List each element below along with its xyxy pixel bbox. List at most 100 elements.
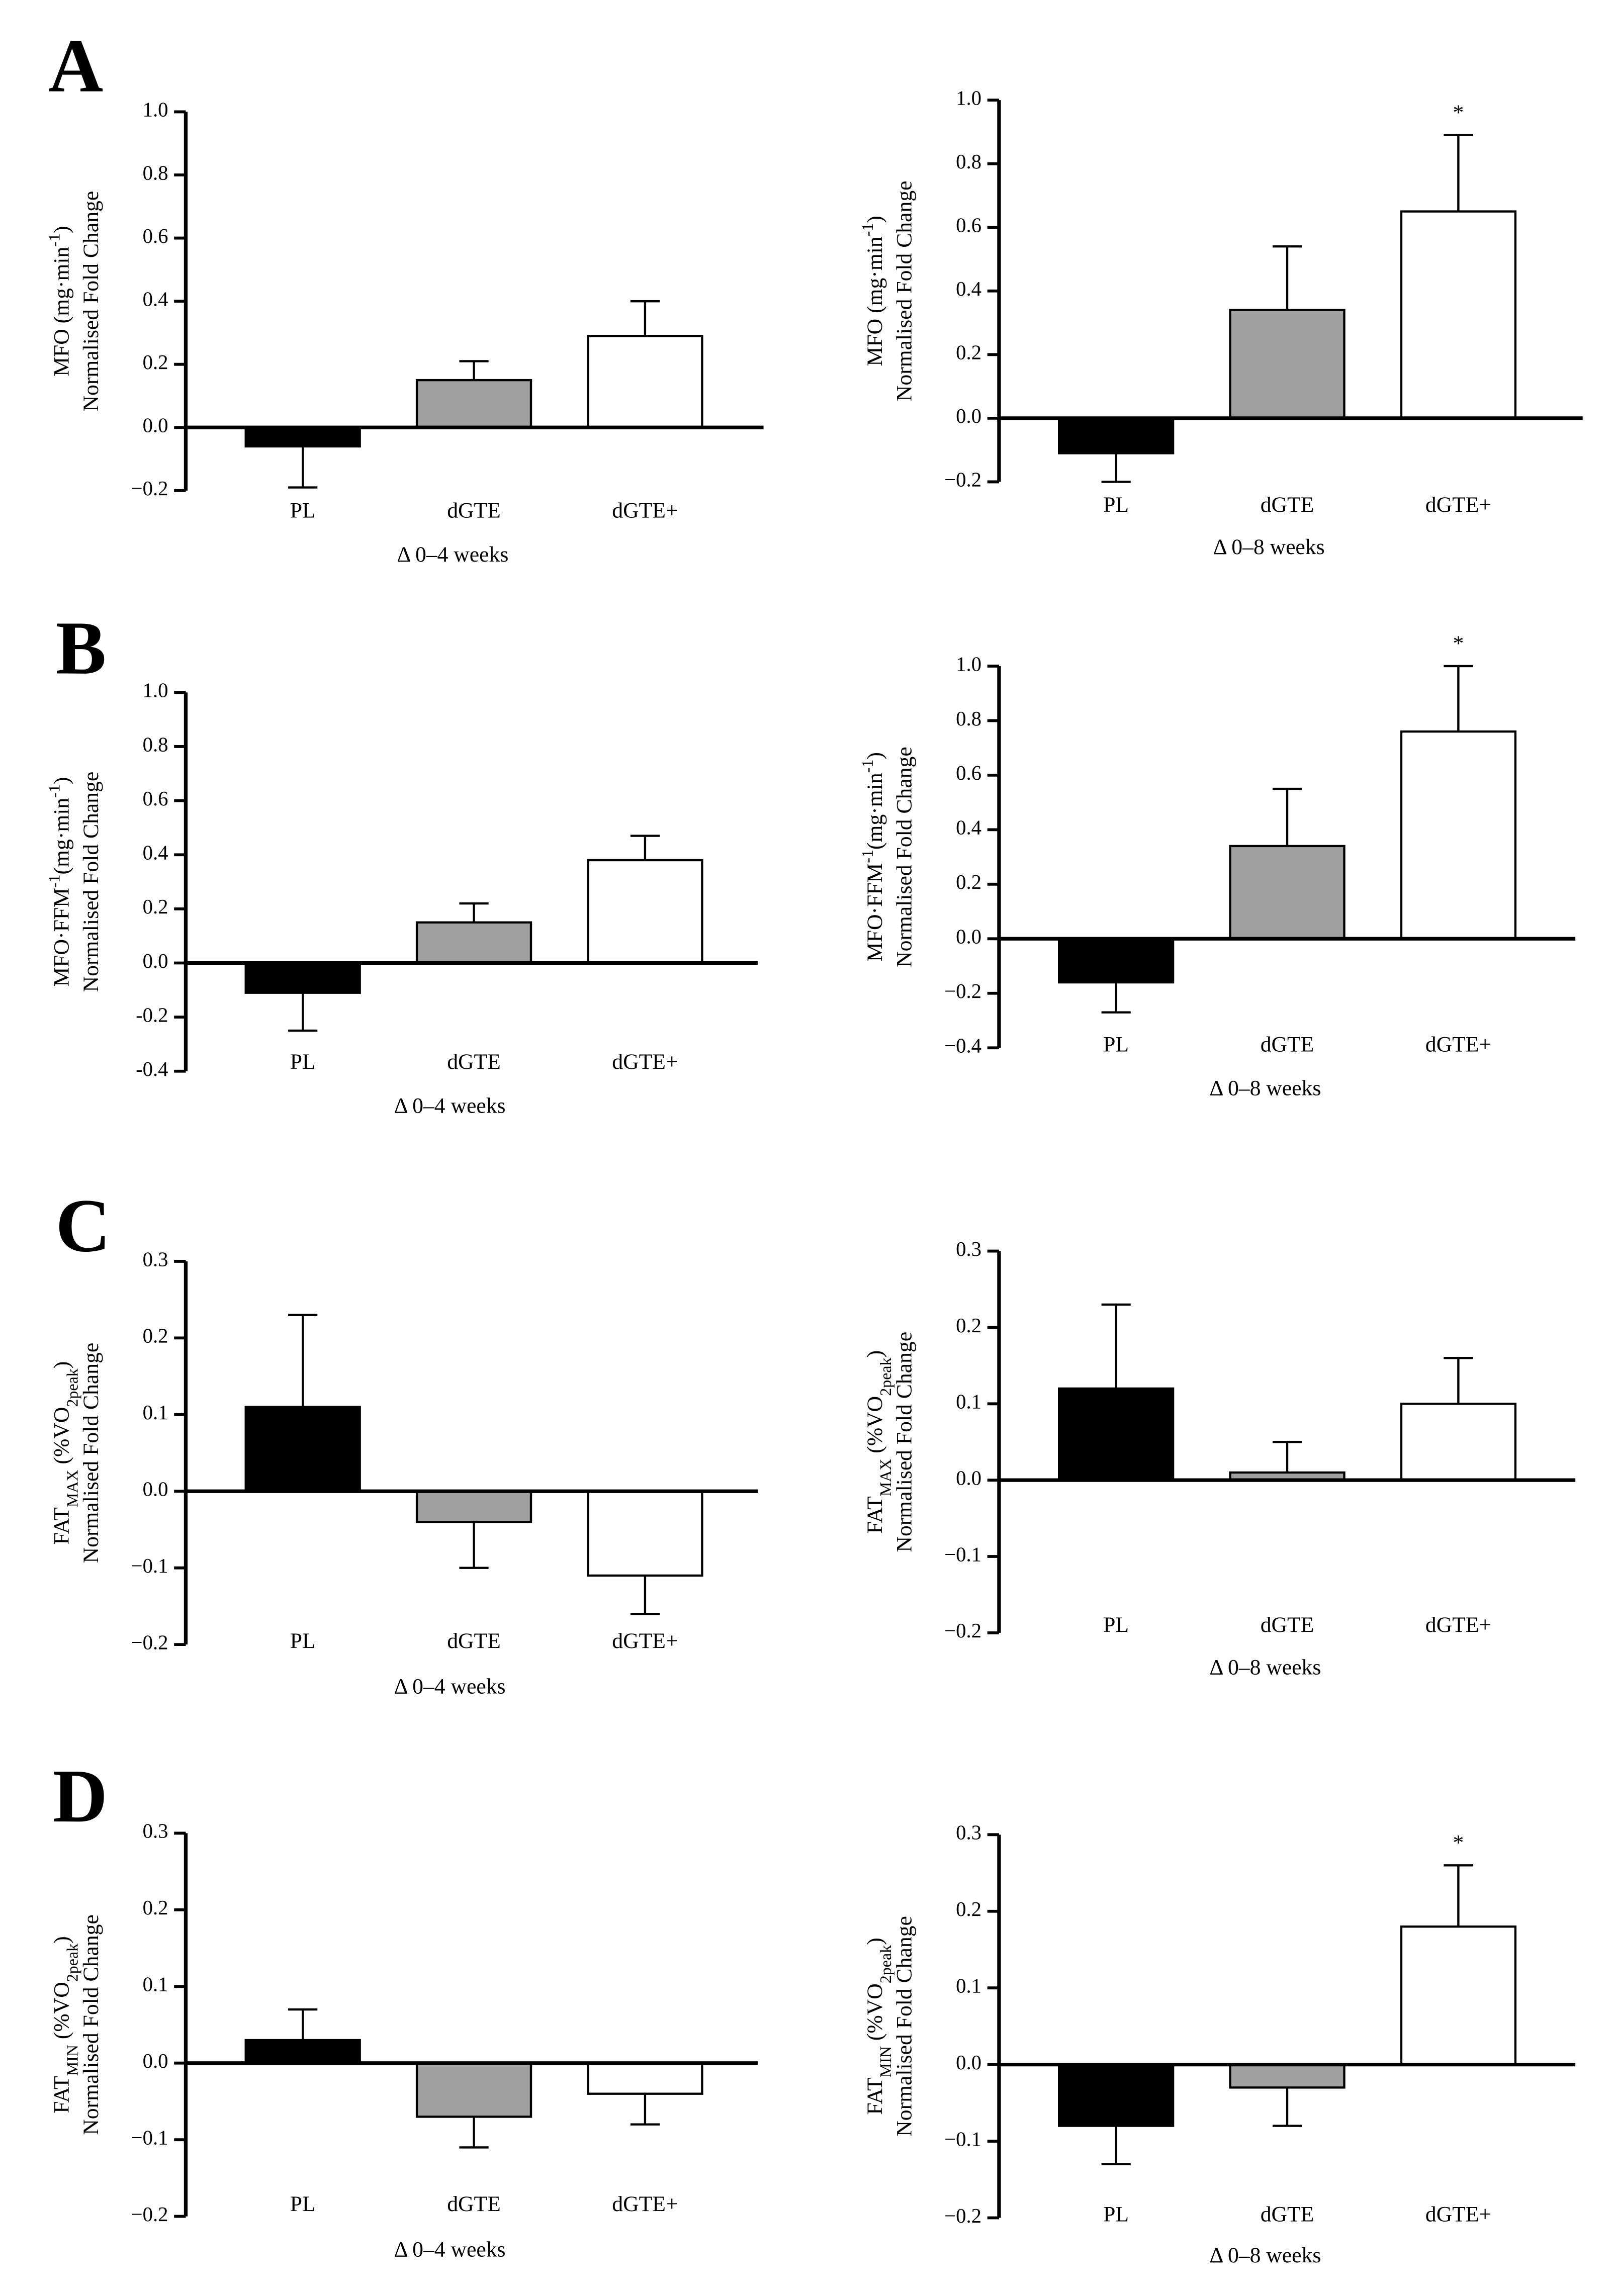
y-axis-label-part: -1 — [858, 223, 876, 237]
y-axis-label: FATMAX (%VO2peak) — [863, 1350, 895, 1534]
x-tick-label: dGTE — [447, 1629, 501, 1653]
y-tick-label: −0.2 — [131, 2203, 168, 2226]
bar — [1058, 1387, 1175, 1482]
y-axis-label-part: ) — [50, 226, 74, 233]
y-axis-label-part: FAT — [50, 1507, 74, 1544]
y-axis-label-part: (mg·min — [50, 798, 74, 875]
x-axis-label: Δ 0–8 weeks — [1209, 1656, 1321, 1680]
y-tick-label: -0.2 — [136, 1003, 168, 1026]
x-tick-label: dGTE — [447, 1050, 501, 1074]
y-axis-label: MFO (mg·min-1) — [45, 226, 74, 376]
y-axis-label: MFO (mg·min-1) — [858, 216, 887, 366]
x-tick-label: dGTE — [1261, 1032, 1314, 1056]
y-tick-label: 0.1 — [956, 1975, 981, 1997]
y-tick-label: −0.2 — [944, 469, 981, 491]
bar — [1058, 2063, 1175, 2127]
panel-letter: D — [53, 1754, 108, 1838]
y-axis-label: FATMIN (%VO2peak) — [50, 1936, 81, 2113]
y-tick-label: 0.0 — [956, 2051, 981, 2074]
bar — [587, 1490, 703, 1577]
y-axis-label-part: 2peak — [63, 1944, 81, 1982]
bar — [415, 2062, 532, 2118]
y-axis-label-part: ) — [50, 777, 74, 785]
y-tick-label: 0.1 — [143, 1401, 168, 1424]
bar — [587, 335, 703, 429]
bar — [587, 859, 703, 964]
y-axis-label-part: -1 — [858, 760, 876, 773]
y-axis-label: Normalised Fold Change — [892, 1916, 916, 2137]
y-tick-label: 1.0 — [143, 679, 168, 702]
x-tick-label: PL — [290, 1050, 316, 1074]
y-axis-label-part: MAX — [63, 1470, 81, 1507]
y-tick-label: 0.4 — [143, 288, 168, 310]
x-tick-label: dGTE+ — [612, 1050, 678, 1074]
x-tick-label: dGTE+ — [1425, 2202, 1491, 2227]
x-tick-label: PL — [1103, 1032, 1129, 1056]
y-axis-label: Normalised Fold Change — [892, 747, 916, 967]
y-axis-label-part: -1 — [45, 233, 63, 247]
x-tick-label: PL — [290, 1629, 316, 1653]
y-tick-label: 0.1 — [143, 1973, 168, 1996]
y-tick-label: 1.0 — [956, 653, 981, 675]
y-tick-label: 0.4 — [956, 278, 981, 300]
y-tick-label: 1.0 — [143, 99, 168, 121]
panel-letter: B — [56, 606, 107, 690]
y-axis-label-part: (%VO — [50, 1982, 74, 2045]
y-axis-label: Normalised Fold Change — [892, 1332, 916, 1552]
significance-marker: * — [1453, 631, 1464, 656]
bar — [1229, 2063, 1346, 2089]
x-tick-label: dGTE — [1261, 2202, 1314, 2227]
y-axis-label: Normalised Fold Change — [79, 191, 103, 412]
bar — [415, 921, 532, 964]
x-tick-label: dGTE — [1261, 493, 1314, 517]
y-tick-label: −0.2 — [131, 477, 168, 500]
y-tick-label: 0.0 — [143, 2050, 168, 2072]
y-axis-label-part: (%VO — [50, 1407, 74, 1470]
panel-letter: C — [56, 1183, 111, 1268]
y-tick-label: 1.0 — [956, 86, 981, 109]
y-tick-label: 0.0 — [143, 1478, 168, 1501]
bar — [1229, 845, 1346, 940]
y-axis-label-part: ) — [863, 1350, 887, 1358]
bar — [244, 426, 361, 448]
y-axis-label-part: 2peak — [876, 1945, 895, 1983]
y-tick-label: −0.2 — [944, 1619, 981, 1642]
y-tick-label: −0.2 — [944, 2205, 981, 2227]
y-tick-label: 0.2 — [143, 895, 168, 918]
x-axis-label: Δ 0–8 weeks — [1213, 535, 1325, 559]
y-tick-label: 0.3 — [956, 1821, 981, 1844]
bar — [415, 1490, 532, 1523]
x-tick-label: PL — [1103, 493, 1129, 517]
y-axis-label-part: MFO·FFM — [863, 863, 887, 962]
y-tick-label: 0.1 — [956, 1391, 981, 1413]
y-axis-label-part: MAX — [876, 1459, 895, 1497]
y-axis-label-part: ) — [50, 1361, 74, 1369]
y-axis-label-part: FAT — [863, 2077, 887, 2115]
y-axis-label-part: -1 — [45, 874, 63, 888]
y-axis-label-part: FAT — [50, 2076, 74, 2113]
bar — [244, 962, 361, 994]
y-tick-label: 0.6 — [956, 214, 981, 237]
y-axis-label-part: (%VO — [863, 1983, 887, 2046]
bar — [1058, 938, 1175, 984]
y-axis-label-part: ) — [863, 216, 887, 223]
y-axis-label: FATMIN (%VO2peak) — [863, 1938, 895, 2115]
chart: −0.4−0.20.00.20.40.60.81.0MFO·FFM-1(mg·m… — [858, 631, 1576, 1100]
y-tick-label: 0.2 — [956, 1898, 981, 1920]
bar — [1400, 730, 1516, 940]
x-tick-label: PL — [290, 2192, 316, 2216]
y-axis-label-part: (mg·min — [863, 773, 887, 850]
y-axis-label-part: (%VO — [863, 1396, 887, 1459]
bar — [244, 2039, 361, 2064]
y-tick-label: 0.2 — [143, 1325, 168, 1347]
y-tick-label: 0.2 — [143, 1896, 168, 1919]
bar — [1229, 309, 1346, 420]
x-tick-label: dGTE+ — [1425, 1613, 1491, 1637]
y-axis-label-part: MFO (mg·min — [50, 246, 74, 376]
y-axis-label-part: FAT — [863, 1496, 887, 1533]
y-axis-label-part: -1 — [45, 784, 63, 798]
